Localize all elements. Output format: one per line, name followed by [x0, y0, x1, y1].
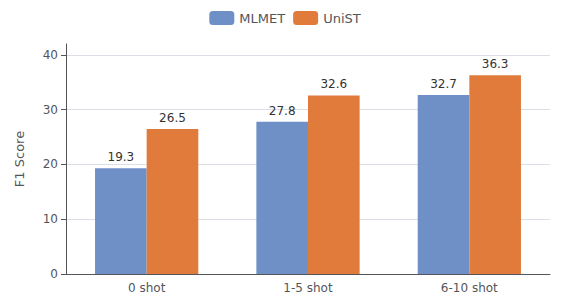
svg-text:10: 10	[43, 212, 58, 226]
svg-text:40: 40	[43, 48, 58, 62]
svg-text:6-10 shot: 6-10 shot	[441, 281, 498, 295]
svg-text:36.3: 36.3	[482, 57, 509, 71]
svg-text:32.6: 32.6	[320, 77, 347, 91]
svg-text:MLMET: MLMET	[239, 11, 285, 26]
svg-text:30: 30	[43, 103, 58, 117]
svg-text:27.8: 27.8	[269, 104, 296, 118]
svg-text:0: 0	[50, 267, 58, 281]
svg-text:0 shot: 0 shot	[128, 281, 166, 295]
svg-text:32.7: 32.7	[430, 77, 457, 91]
svg-text:1-5 shot: 1-5 shot	[283, 281, 333, 295]
svg-text:20: 20	[43, 157, 58, 171]
svg-text:26.5: 26.5	[159, 111, 186, 125]
svg-text:UniST: UniST	[323, 11, 361, 26]
svg-text:F1 Score: F1 Score	[12, 131, 27, 187]
svg-text:19.3: 19.3	[107, 150, 134, 164]
